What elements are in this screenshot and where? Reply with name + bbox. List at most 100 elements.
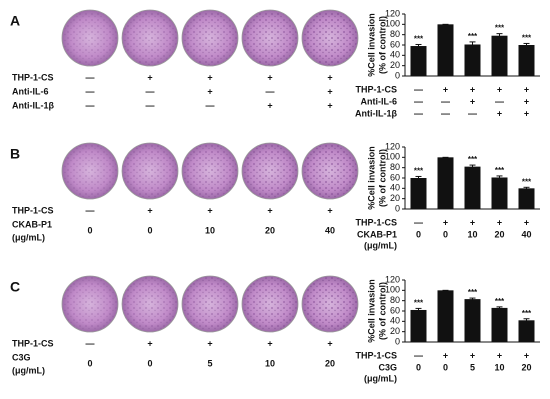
significance: *** xyxy=(468,155,478,164)
significance: *** xyxy=(414,299,424,308)
y-tick-label: 0 xyxy=(395,336,400,346)
condition-label: Anti-IL-1β xyxy=(355,108,397,118)
condition-mark: 0 xyxy=(87,225,92,235)
condition-mark: + xyxy=(327,100,332,110)
condition-mark: + xyxy=(207,205,212,215)
micrograph-cells xyxy=(303,11,357,65)
micrograph-cells xyxy=(303,277,357,331)
y-tick-label: 120 xyxy=(385,274,400,284)
condition-label: THP-1-CS xyxy=(355,84,397,94)
y-tick-label: 20 xyxy=(390,60,400,70)
condition-label: THP-1-CS xyxy=(12,205,54,215)
condition-mark: 0 xyxy=(147,358,152,368)
y-axis-label: %Cell invasion xyxy=(366,13,376,77)
bar xyxy=(464,166,481,209)
significance: *** xyxy=(414,167,424,176)
condition-mark: + xyxy=(147,72,152,82)
bar xyxy=(410,309,427,342)
condition-mark: + xyxy=(443,350,448,360)
condition-label: (μg/mL) xyxy=(12,232,45,242)
condition-mark: + xyxy=(470,84,475,94)
condition-mark: + xyxy=(147,338,152,348)
condition-mark: — xyxy=(441,96,450,106)
bar xyxy=(437,157,454,209)
condition-mark: — xyxy=(86,205,95,215)
micrograph-cells xyxy=(123,144,177,198)
condition-mark: — xyxy=(206,100,215,110)
y-axis-label: (% of control) xyxy=(377,149,387,207)
condition-mark: 0 xyxy=(416,362,421,372)
condition-mark: 0 xyxy=(416,229,421,239)
bar xyxy=(491,307,508,342)
y-tick-label: 40 xyxy=(390,50,400,60)
condition-mark: — xyxy=(86,72,95,82)
condition-label: Anti-IL-1β xyxy=(12,100,54,110)
condition-mark: + xyxy=(497,84,502,94)
y-tick-label: 120 xyxy=(385,141,400,151)
condition-mark: — xyxy=(414,217,423,227)
condition-mark: — xyxy=(146,100,155,110)
condition-mark: + xyxy=(207,72,212,82)
condition-label: (μg/mL) xyxy=(12,365,45,375)
micrograph-cells xyxy=(63,144,117,198)
y-tick-label: 100 xyxy=(385,152,400,162)
y-tick-label: 100 xyxy=(385,285,400,295)
panel-label: C xyxy=(10,279,20,295)
condition-mark: + xyxy=(524,108,529,118)
bar xyxy=(491,177,508,209)
bar xyxy=(437,24,454,76)
condition-label: (μg/mL) xyxy=(364,373,397,383)
bar xyxy=(410,46,427,76)
condition-mark: + xyxy=(497,350,502,360)
significance: *** xyxy=(495,297,505,306)
micrograph-cells xyxy=(123,11,177,65)
condition-mark: — xyxy=(86,338,95,348)
micrograph-cells xyxy=(303,144,357,198)
condition-mark: 0 xyxy=(147,225,152,235)
y-axis-label: %Cell invasion xyxy=(366,146,376,210)
condition-mark: + xyxy=(327,205,332,215)
bar xyxy=(518,320,535,342)
condition-mark: — xyxy=(495,96,504,106)
y-tick-label: 80 xyxy=(390,295,400,305)
condition-mark: — xyxy=(468,108,477,118)
condition-mark: 20 xyxy=(325,358,335,368)
condition-mark: + xyxy=(524,350,529,360)
micrograph-cells xyxy=(183,11,237,65)
condition-mark: — xyxy=(86,100,95,110)
significance: *** xyxy=(495,166,505,175)
condition-mark: + xyxy=(267,72,272,82)
condition-mark: 40 xyxy=(521,229,531,239)
condition-mark: + xyxy=(497,217,502,227)
micrograph-cells xyxy=(123,277,177,331)
condition-label: C3G xyxy=(378,362,397,372)
condition-mark: — xyxy=(414,84,423,94)
condition-label: CKAB-P1 xyxy=(12,219,52,229)
significance: *** xyxy=(468,288,478,297)
condition-mark: + xyxy=(327,86,332,96)
condition-mark: + xyxy=(267,205,272,215)
condition-mark: — xyxy=(414,108,423,118)
bar xyxy=(491,35,508,76)
panel-label: A xyxy=(10,13,20,29)
condition-mark: 10 xyxy=(467,229,477,239)
condition-label: (μg/mL) xyxy=(364,240,397,250)
condition-mark: 10 xyxy=(205,225,215,235)
y-tick-label: 20 xyxy=(390,193,400,203)
bar xyxy=(518,188,535,209)
significance: *** xyxy=(495,24,505,33)
condition-mark: — xyxy=(146,86,155,96)
condition-mark: + xyxy=(327,338,332,348)
y-tick-label: 60 xyxy=(390,39,400,49)
micrograph-cells xyxy=(243,144,297,198)
condition-label: C3G xyxy=(12,352,31,362)
condition-mark: + xyxy=(524,96,529,106)
panel-label: B xyxy=(10,146,20,162)
y-tick-label: 100 xyxy=(385,19,400,29)
condition-label: THP-1-CS xyxy=(355,350,397,360)
condition-mark: — xyxy=(441,108,450,118)
condition-mark: 10 xyxy=(494,362,504,372)
condition-mark: + xyxy=(207,86,212,96)
condition-mark: — xyxy=(414,350,423,360)
